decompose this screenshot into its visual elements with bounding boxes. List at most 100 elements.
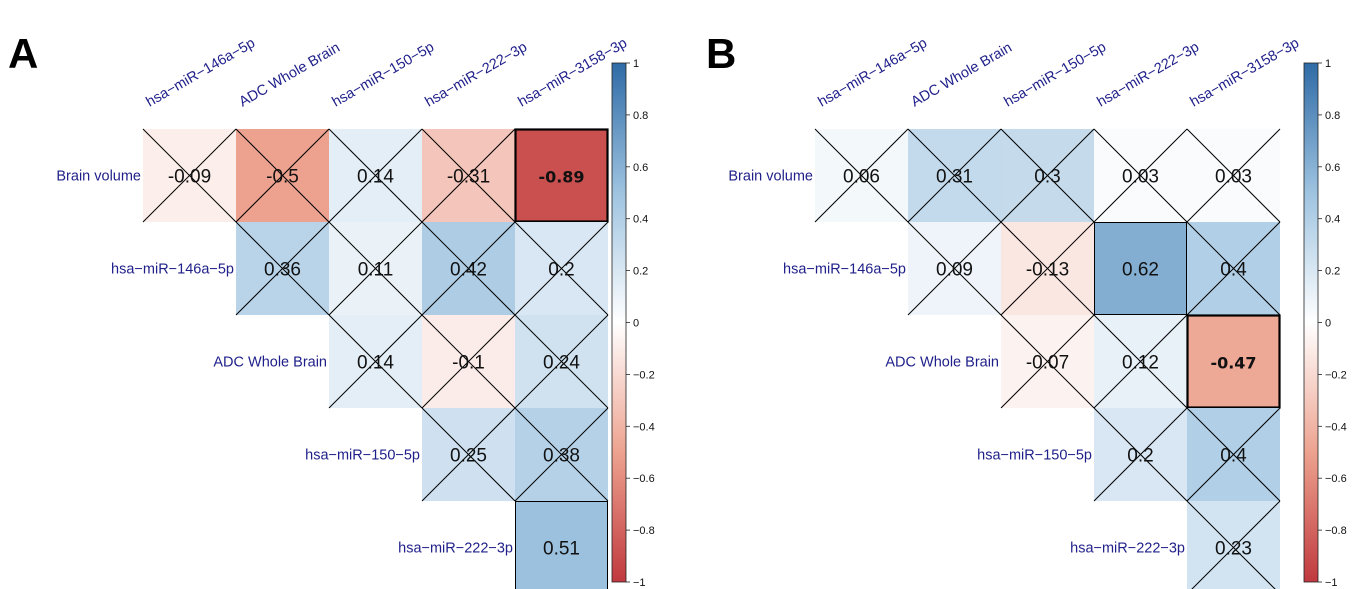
heatmap-cell: 0.11	[328, 221, 423, 316]
heatmap-cell: -0.47	[1186, 314, 1281, 409]
cross-mark	[142, 128, 237, 223]
cross-mark	[235, 221, 330, 316]
colorbar-tick-label: −0.6	[1325, 473, 1347, 485]
colorbar-gradient	[1303, 62, 1319, 583]
heatmap-cell: 0.2	[514, 221, 609, 316]
panel-letter: B	[706, 30, 736, 77]
colorbar-tick-label: 0.8	[633, 110, 648, 122]
row-label: hsa−miR−150−5p	[977, 448, 1092, 464]
cell-value-label: 0.36	[264, 260, 301, 281]
cross-mark	[328, 128, 423, 223]
heatmap-cell: 0.06	[814, 128, 909, 223]
cell-value-label: 0.11	[358, 260, 394, 281]
cell-value-label: 0.24	[543, 353, 580, 374]
column-label: hsa−miR−150−5p	[330, 39, 437, 110]
heatmap-cell: 0.4	[1186, 407, 1281, 502]
cell-value-label: 0.06	[843, 167, 880, 188]
cell-value-label: 0.03	[1122, 167, 1159, 188]
heatmap-cell: 0.09	[907, 221, 1002, 316]
heatmap-cell: 0.42	[421, 221, 516, 316]
heatmap-cell: 0.23	[1186, 500, 1281, 589]
row-label: hsa−miR−146a−5p	[111, 262, 234, 278]
heatmap-cell: -0.13	[1000, 221, 1095, 316]
colorbar: 1 0.8 0.6 0.4 0.2 0 −0.2 −0.4 −0.6 −0.8 −1	[611, 58, 655, 589]
panel-letter: A	[8, 30, 38, 77]
cross-mark	[1093, 407, 1188, 502]
cross-mark	[514, 314, 609, 409]
cross-mark	[328, 221, 423, 316]
heatmap-panel-a: A -0.09 -0.5 0.14 -0.31 -0.89 0.36 0.11 0.42 0.2 0…	[8, 30, 655, 589]
cell-value-label: 0.14	[357, 353, 394, 374]
colorbar-tick-label: 0.6	[1325, 162, 1340, 174]
cell-value-label: 0.14	[357, 167, 394, 188]
column-label: hsa−miR−150−5p	[1002, 39, 1109, 110]
colorbar-tick-label: 1	[633, 58, 639, 70]
cell-value-label: -0.5	[266, 167, 299, 188]
colorbar-tick-label: 0.2	[1325, 266, 1340, 278]
cross-mark	[907, 221, 1002, 316]
cell-value-label: 0.09	[936, 260, 973, 281]
cross-mark	[1191, 500, 1281, 589]
cell-value-label: 0.25	[450, 446, 487, 467]
cross-mark	[1186, 128, 1281, 223]
heatmap-cell: 0.31	[907, 128, 1002, 223]
colorbar-tick-label: −0.4	[1325, 421, 1347, 433]
cross-mark	[1093, 128, 1188, 223]
cell-fill	[515, 129, 608, 222]
heatmap-cell: 0.03	[1093, 128, 1188, 223]
colorbar-tick-label: −0.2	[1325, 369, 1347, 381]
cross-mark	[235, 128, 330, 223]
cell-fill	[1187, 501, 1280, 589]
cross-mark	[421, 407, 516, 502]
cell-value-label: -0.89	[538, 168, 584, 187]
cell-value-label: 0.51	[543, 539, 580, 560]
colorbar-tick-label: 0.6	[633, 162, 648, 174]
cell-value-label: -0.13	[1026, 260, 1069, 281]
colorbar-tick-label: −0.8	[633, 525, 655, 537]
cell-value-label: -0.07	[1026, 353, 1069, 374]
heatmap-cell: 0.4	[1186, 221, 1281, 316]
colorbar-tick-label: 0	[1325, 318, 1331, 330]
colorbar-tick-label: −0.2	[633, 369, 655, 381]
cell-value-label: 0.42	[450, 260, 487, 281]
cell-value-label: 0.2	[548, 260, 574, 281]
cell-value-label: 0.4	[1220, 446, 1247, 467]
cell-value-label: 0.3	[1034, 167, 1060, 188]
heatmap-cell: 0.24	[514, 314, 609, 409]
cell-value-label: 0.31	[936, 167, 973, 188]
colorbar-tick-label: 0.4	[1325, 214, 1340, 226]
significance-border	[514, 128, 609, 223]
cross-mark	[814, 128, 909, 223]
cross-mark	[1000, 221, 1095, 316]
cross-mark	[328, 314, 423, 409]
significance-border	[1094, 222, 1187, 315]
heatmap-cell: 0.62	[1094, 222, 1187, 315]
heatmap-cell: 0.14	[328, 314, 423, 409]
significance-border	[515, 501, 608, 589]
heatmap-cell: -0.07	[1000, 314, 1095, 409]
colorbar-tick-label: −0.8	[1325, 525, 1347, 537]
heatmap-cell: 0.03	[1186, 128, 1281, 223]
cell-fill	[1094, 222, 1187, 315]
significance-border	[1186, 314, 1281, 409]
cross-mark	[1093, 314, 1188, 409]
cell-value-label: 0.2	[1127, 446, 1153, 467]
cell-value-label: -0.47	[1210, 354, 1256, 373]
heatmap-panel-b: B 0.06 0.31 0.3 0.03 0.03 0.09 -0.13 0.62 0.4 -0.0…	[706, 30, 1347, 589]
colorbar-tick-label: 1	[1325, 58, 1331, 70]
row-label: hsa−miR−222−3p	[398, 541, 513, 557]
row-label: ADC Whole Brain	[213, 355, 327, 371]
colorbar-tick-label: −1	[633, 577, 646, 589]
cell-value-label: 0.12	[1122, 353, 1159, 374]
row-label: hsa−miR−146a−5p	[783, 262, 906, 278]
cross-mark	[514, 407, 609, 502]
row-label: hsa−miR−150−5p	[305, 448, 420, 464]
cell-value-label: -0.31	[447, 167, 490, 188]
heatmap-cell: 0.36	[235, 221, 330, 316]
cell-fill	[515, 501, 608, 589]
heatmap-cell: -0.5	[235, 128, 330, 223]
colorbar-tick-label: −0.6	[633, 473, 655, 485]
cross-mark	[1186, 407, 1281, 502]
colorbar: 1 0.8 0.6 0.4 0.2 0 −0.2 −0.4 −0.6 −0.8 −1	[1303, 58, 1347, 589]
